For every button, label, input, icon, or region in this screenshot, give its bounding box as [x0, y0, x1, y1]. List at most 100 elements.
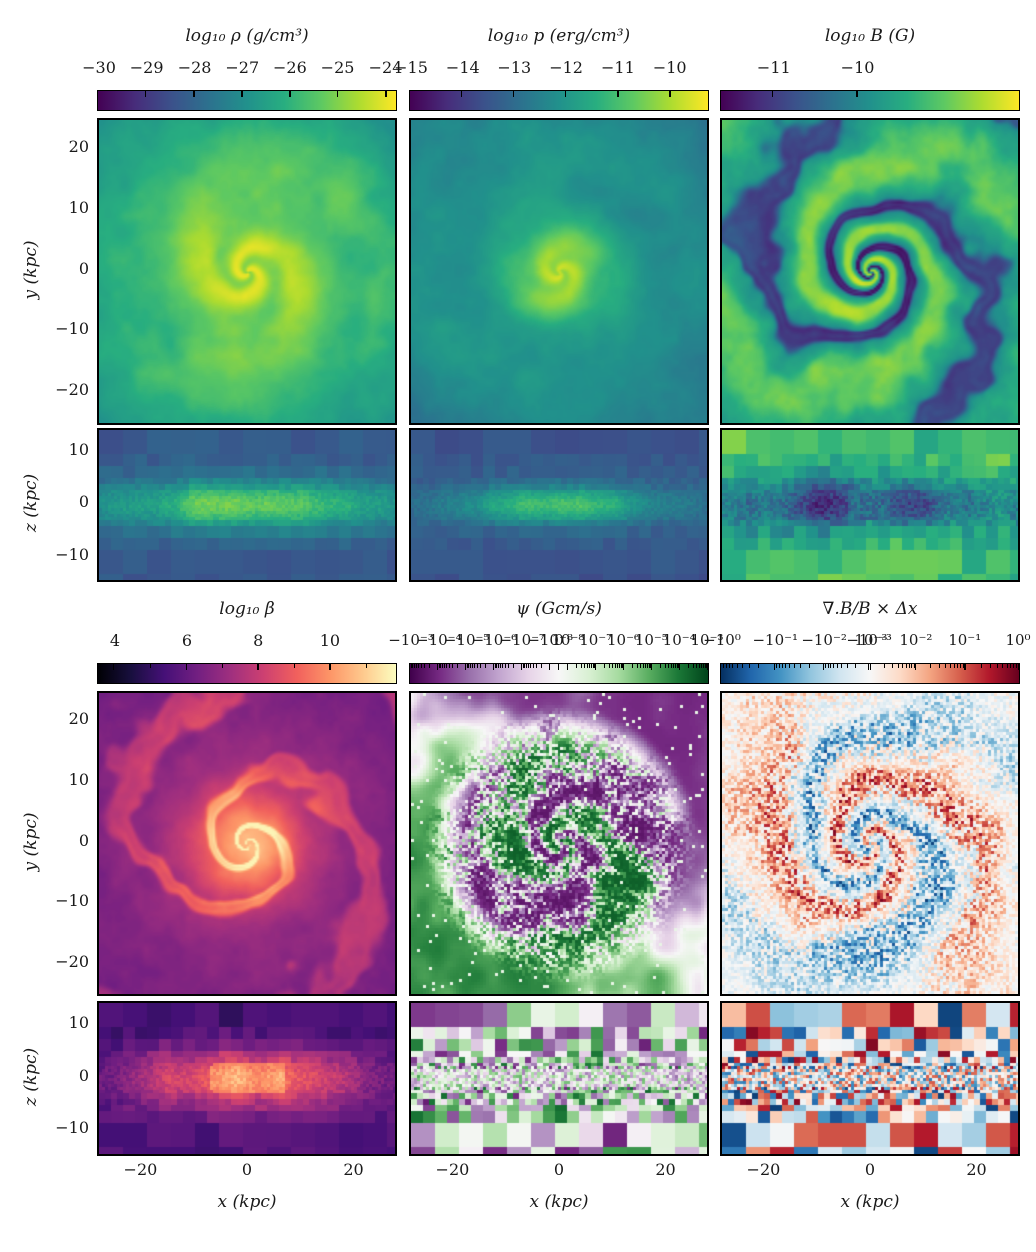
- colorbar-tickmark: [617, 91, 619, 97]
- x-axis-label: x (kpc): [529, 1192, 589, 1212]
- colorbar-minor-tickmark: [468, 664, 470, 668]
- colorbar-minor-tickmark: [522, 664, 524, 668]
- colorbar-minor-tickmark: [457, 664, 459, 668]
- panel-beta-faceon: [97, 691, 397, 996]
- panel-psi-edgeon: [409, 1001, 709, 1156]
- colorbar-minor-tickmark: [1016, 664, 1018, 668]
- y-ticklabel: 20: [68, 709, 89, 729]
- panel-div-edgeon-canvas: [722, 1003, 1018, 1154]
- panel-rho-edgeon: [97, 428, 397, 582]
- colorbar-div: [720, 663, 1020, 684]
- colorbar-tickmark: [257, 664, 259, 670]
- panel-rho-edgeon-canvas: [99, 430, 395, 580]
- panel-B-edgeon-canvas: [722, 430, 1018, 580]
- colorbar-ticklabel: −27: [225, 58, 260, 77]
- panel-psi-faceon-canvas: [411, 693, 707, 994]
- colorbar-minor-tickmark: [589, 664, 591, 668]
- colorbar-minor-tickmark: [785, 664, 787, 668]
- colorbar-minor-tickmark: [525, 664, 527, 668]
- colorbar-ticklabel: −10⁻²: [801, 631, 847, 649]
- colorbar-minor-tickmark: [513, 664, 515, 668]
- colorbar-minor-tickmark: [448, 664, 450, 668]
- colorbar-minor-tickmark: [676, 664, 678, 668]
- colorbar-minor-tickmark: [452, 664, 454, 668]
- colorbar-minor-tickmark: [580, 664, 582, 668]
- colorbar-tickmark: [329, 664, 331, 670]
- colorbar-tickmark: [707, 664, 709, 670]
- colorbar-ticklabel: −10⁻³: [388, 631, 434, 649]
- colorbar-tickmark: [409, 664, 411, 670]
- colorbar-minor-tickmark: [647, 664, 649, 668]
- colorbar-tickmark: [144, 91, 147, 97]
- colorbar-minor-tickmark: [687, 664, 689, 668]
- colorbar-tickmark: [337, 91, 339, 97]
- colorbar-title-psi: ψ (Gcm/s): [516, 599, 602, 619]
- colorbar-minor-tickmark: [732, 664, 734, 668]
- colorbar-minor-tickmark: [620, 664, 622, 668]
- colorbar-ticklabel: 10⁻⁵: [634, 631, 668, 649]
- colorbar-p: [409, 90, 709, 111]
- colorbar-minor-tickmark: [592, 664, 594, 668]
- colorbar-minor-tickmark: [1013, 664, 1015, 668]
- z-ticklabel: 0: [78, 1065, 89, 1085]
- colorbar-minor-tickmark: [788, 664, 790, 668]
- panel-rho-faceon-canvas: [99, 120, 395, 423]
- colorbar-minor-tickmark: [757, 664, 759, 668]
- colorbar-tickmark: [461, 91, 463, 97]
- colorbar-minor-tickmark: [945, 664, 947, 668]
- colorbar-minor-tickmark: [728, 664, 730, 668]
- colorbar-minor-tickmark: [524, 664, 526, 668]
- colorbar-ticklabel: 10⁻³: [854, 631, 888, 649]
- colorbar-tickmark: [97, 91, 99, 97]
- colorbar-minor-tickmark: [617, 664, 619, 668]
- colorbar-minor-tickmark: [997, 664, 999, 668]
- colorbar-minor-tickmark: [612, 664, 614, 668]
- colorbar-minor-tickmark: [591, 664, 593, 668]
- panel-B-faceon-canvas: [722, 120, 1018, 423]
- colorbar-ticklabel: 10⁰: [1005, 631, 1031, 649]
- colorbar-tickmark: [493, 664, 495, 670]
- colorbar-minor-tickmark: [836, 664, 838, 668]
- colorbar-minor-tickmark: [830, 664, 832, 668]
- y-ticklabel: −10: [55, 890, 89, 910]
- y-ticklabel: −20: [55, 951, 89, 971]
- colorbar-minor-tickmark: [1006, 664, 1008, 668]
- colorbar-ticklabel: 4: [109, 631, 121, 650]
- colorbar-ticklabel: −10⁻⁸: [527, 631, 573, 649]
- colorbar-minor-tickmark: [222, 664, 224, 668]
- colorbar-tickmark: [594, 664, 597, 670]
- colorbar-minor-tickmark: [480, 664, 482, 668]
- colorbar-minor-tickmark: [960, 664, 962, 668]
- colorbar-minor-tickmark: [1002, 664, 1004, 668]
- colorbar-minor-tickmark: [902, 664, 904, 668]
- colorbar-minor-tickmark: [854, 664, 856, 668]
- colorbar-tickmark: [869, 664, 872, 670]
- colorbar-ticklabel: 10: [319, 631, 341, 650]
- colorbar-tickmark: [669, 91, 671, 97]
- x-ticklabel: 0: [241, 1160, 253, 1179]
- colorbar-tickmark: [409, 91, 411, 97]
- colorbar-minor-tickmark: [736, 664, 738, 668]
- colorbar-minor-tickmark: [905, 664, 907, 668]
- colorbar-minor-tickmark: [501, 664, 503, 668]
- colorbar-minor-tickmark: [584, 664, 586, 668]
- colorbar-psi: [409, 663, 709, 684]
- colorbar-minor-tickmark: [587, 664, 589, 668]
- panel-psi-edgeon-canvas: [411, 1003, 707, 1154]
- colorbar-ticklabel: 10⁻²: [899, 631, 933, 649]
- colorbar-minor-tickmark: [825, 664, 827, 668]
- colorbar-tickmark: [565, 91, 567, 97]
- colorbar-minor-tickmark: [443, 664, 445, 668]
- colorbar-minor-tickmark: [499, 664, 501, 668]
- colorbar-title-rho: log₁₀ ρ (g/cm³): [185, 26, 309, 46]
- colorbar-minor-tickmark: [650, 664, 652, 668]
- colorbar-minor-tickmark: [541, 664, 543, 668]
- colorbar-minor-tickmark: [413, 664, 415, 668]
- colorbar-tickmark: [241, 91, 243, 97]
- colorbar-tickmark: [521, 664, 523, 670]
- colorbar-tickmark: [856, 91, 858, 97]
- colorbar-tickmark: [822, 664, 825, 670]
- colorbar-minor-tickmark: [497, 664, 499, 668]
- x-ticklabel: 0: [553, 1160, 565, 1179]
